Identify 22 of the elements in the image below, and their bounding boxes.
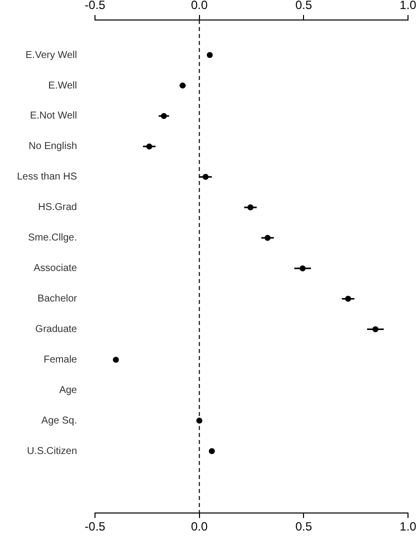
y-tick-label: E.Well — [48, 80, 77, 92]
y-tick-label: Age — [59, 384, 78, 396]
y-tick-label: Graduate — [35, 324, 78, 336]
y-tick-label: Less than HS — [16, 172, 78, 183]
x-tick-label: 1.0 — [400, 0, 417, 12]
y-tick-label: E.Not Well — [30, 110, 77, 122]
y-tick-label: HS.Grad — [38, 202, 77, 214]
y-tick-label: E.Very Well — [26, 50, 77, 61]
x-tick-label: -0.5 — [84, 0, 106, 12]
x2-tick-label: 1.0 — [400, 520, 417, 534]
x2-tick-label: -0.5 — [84, 520, 106, 534]
y-tick-label: Bachelor — [38, 294, 78, 305]
y-tick-label: Sme.Cllge. — [28, 232, 77, 244]
y-tick-label: Age Sq. — [41, 415, 77, 426]
x-tick-label: 0.5 — [295, 0, 312, 12]
x-tick-label: 0.0 — [190, 0, 208, 12]
x2-tick-label: 0.5 — [295, 520, 312, 534]
y-tick-label: Female — [44, 354, 78, 366]
y-tick-label: No English — [28, 141, 77, 152]
y-tick-label: U.S.Citizen — [26, 446, 77, 457]
x2-tick-label: 0.0 — [190, 520, 208, 534]
y-tick-label: Associate — [34, 263, 78, 274]
